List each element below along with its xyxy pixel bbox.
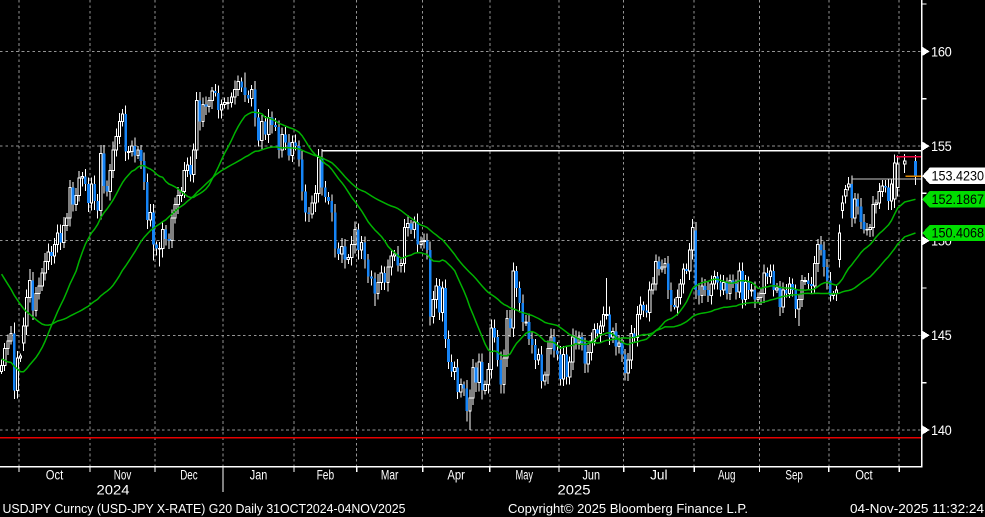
svg-text:Aug: Aug	[718, 468, 736, 483]
svg-text:May: May	[516, 468, 534, 483]
svg-text:2024: 2024	[97, 483, 131, 498]
svg-text:2025: 2025	[558, 483, 591, 498]
svg-text:Feb: Feb	[317, 468, 335, 483]
svg-text:145: 145	[931, 328, 952, 343]
svg-text:152.1867: 152.1867	[932, 192, 985, 207]
svg-text:Dec: Dec	[180, 468, 198, 483]
svg-text:155: 155	[931, 139, 952, 154]
svg-text:04-Nov-2025 11:32:24: 04-Nov-2025 11:32:24	[850, 501, 984, 516]
svg-text:153.4230: 153.4230	[932, 169, 985, 184]
svg-text:Apr: Apr	[447, 468, 465, 483]
svg-text:140: 140	[931, 423, 952, 438]
svg-text:Jan: Jan	[250, 468, 267, 483]
svg-text:Copyright© 2025 Bloomberg Fina: Copyright© 2025 Bloomberg Finance L.P.	[508, 501, 748, 516]
svg-text:160: 160	[931, 44, 952, 59]
svg-text:Jul: Jul	[650, 468, 668, 483]
svg-text:Sep: Sep	[785, 468, 803, 483]
svg-text:Nov: Nov	[114, 468, 132, 483]
svg-text:USDJPY Curncy (USD-JPY X-RATE): USDJPY Curncy (USD-JPY X-RATE) G20 Daily…	[3, 501, 406, 516]
svg-text:Oct: Oct	[46, 468, 64, 483]
svg-text:Mar: Mar	[381, 468, 399, 483]
svg-text:Jun: Jun	[583, 468, 601, 483]
svg-text:Oct: Oct	[855, 468, 873, 483]
svg-text:150.4068: 150.4068	[932, 226, 985, 241]
